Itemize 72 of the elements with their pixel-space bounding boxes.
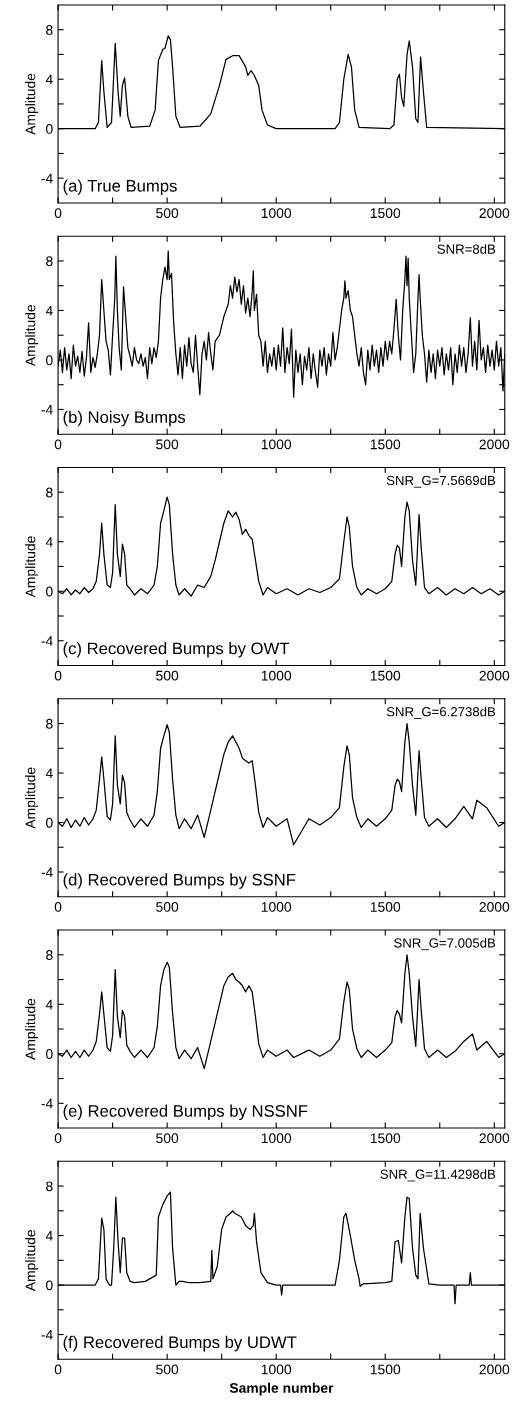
y-axis-title: Amplitude — [25, 73, 39, 135]
x-tick-label: 2000 — [479, 1364, 510, 1375]
x-tick-label: 1500 — [370, 1133, 401, 1144]
y-tick-label: 0 — [46, 1049, 53, 1059]
y-tick-label: 4 — [45, 305, 53, 316]
annotation: (d) Recovered Bumps by SSNF — [63, 873, 296, 889]
x-tick-label: 1000 — [261, 901, 292, 912]
x-tick-label: 1000 — [261, 1364, 292, 1375]
y-tick-label: 8 — [46, 1181, 53, 1192]
y-tick-label: -4 — [41, 173, 53, 184]
x-tick-label: 1500 — [370, 439, 401, 450]
annotation: SNR_G=6.2738dB — [386, 706, 496, 719]
x-tick-label: 1000 — [261, 1133, 292, 1144]
annotation: (f) Recovered Bumps by UDWT — [63, 1335, 297, 1352]
x-tick-label: 500 — [156, 208, 179, 219]
x-tick-label: 500 — [156, 901, 179, 912]
x-tick-label: 500 — [156, 670, 179, 681]
x-tick-label: 0 — [54, 1133, 62, 1144]
y-tick-label: 0 — [46, 586, 53, 597]
y-tick-label: 0 — [46, 817, 53, 828]
x-axis-title: Sample number — [229, 1382, 334, 1396]
annotation: (b) Noisy Bumps — [63, 410, 186, 427]
x-tick-label: 1000 — [261, 208, 292, 219]
y-axis-title: Amplitude — [25, 767, 39, 829]
annotation: SNR_G=7.5669dB — [386, 475, 496, 488]
annotation: SNR_G=11.4298dB — [380, 1169, 496, 1182]
x-tick-label: 1500 — [370, 208, 401, 219]
y-tick-label: 8 — [46, 25, 53, 35]
x-tick-label: 2000 — [479, 901, 510, 912]
x-tick-label: 1000 — [261, 439, 292, 450]
x-tick-label: 2000 — [479, 439, 510, 450]
y-axis-title: Amplitude — [25, 304, 39, 367]
x-tick-label: 500 — [156, 1133, 179, 1144]
x-tick-label: 0 — [54, 1364, 62, 1375]
y-tick-label: 8 — [46, 950, 53, 960]
x-tick-label: 0 — [54, 208, 62, 219]
annotation: (c) Recovered Bumps by OWT — [63, 642, 290, 658]
y-tick-label: -4 — [41, 636, 53, 646]
x-tick-label: 2000 — [479, 1133, 510, 1144]
annotation: SNR=8dB — [437, 244, 496, 254]
y-tick-label: 0 — [46, 1280, 53, 1291]
annotation: (a) True Bumps — [63, 179, 177, 196]
y-tick-label: 4 — [45, 74, 53, 85]
y-tick-label: 4 — [45, 999, 53, 1010]
x-tick-label: 0 — [54, 439, 62, 450]
y-tick-label: -4 — [41, 404, 53, 415]
y-tick-label: 0 — [46, 355, 53, 366]
y-tick-label: 4 — [45, 537, 53, 547]
x-tick-label: 500 — [156, 1364, 179, 1375]
x-tick-label: 1500 — [370, 670, 401, 681]
x-tick-label: 0 — [54, 670, 62, 681]
y-tick-label: 8 — [46, 487, 53, 498]
x-tick-label: 1500 — [370, 901, 401, 912]
y-tick-label: -4 — [41, 1098, 53, 1109]
x-tick-label: 0 — [54, 901, 62, 912]
y-axis-title: Amplitude — [25, 1230, 39, 1292]
annotation: SNR_G=7.005dB — [394, 937, 496, 951]
y-tick-label: 4 — [45, 768, 53, 779]
y-tick-label: -4 — [41, 867, 53, 878]
y-tick-label: 8 — [46, 256, 53, 267]
y-tick-label: -4 — [41, 1330, 53, 1340]
x-tick-label: 2000 — [479, 670, 510, 681]
y-axis-title: Amplitude — [25, 998, 39, 1060]
y-tick-label: 4 — [45, 1231, 53, 1241]
x-tick-label: 1000 — [261, 670, 292, 681]
annotation: (e) Recovered Bumps by NSSNF — [63, 1104, 308, 1121]
y-axis-title: Amplitude — [25, 536, 39, 598]
x-tick-label: 2000 — [479, 208, 510, 219]
y-tick-label: 8 — [46, 718, 53, 729]
x-tick-label: 500 — [156, 439, 179, 450]
y-tick-label: 0 — [46, 124, 53, 134]
x-tick-label: 1500 — [370, 1364, 401, 1375]
